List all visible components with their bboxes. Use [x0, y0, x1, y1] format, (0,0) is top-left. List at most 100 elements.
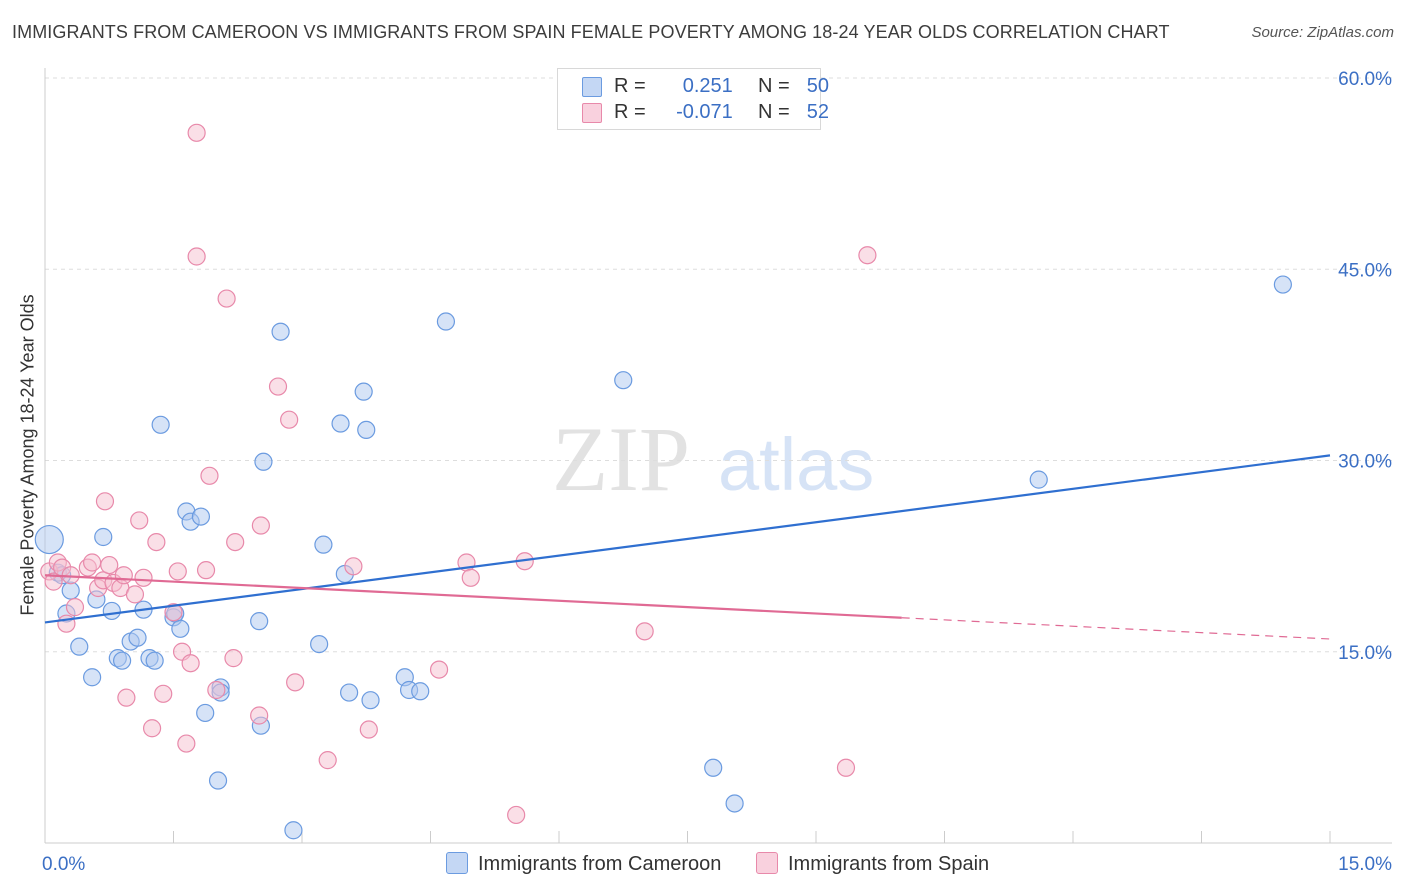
- data-point-spain: [57, 614, 76, 633]
- legend-text-spain: R = -0.071 N = 52: [614, 101, 829, 124]
- data-point-cameroon: [411, 682, 430, 701]
- data-point-cameroon: [171, 619, 190, 638]
- series-legend: Immigrants from Cameroon Immigrants from…: [0, 850, 1406, 880]
- data-point-spain: [65, 598, 85, 617]
- data-point-spain: [164, 603, 183, 622]
- data-point-spain: [635, 622, 654, 641]
- data-point-spain: [286, 673, 305, 692]
- y-axis-label: Female Poverty Among 18-24 Year Olds: [17, 294, 38, 616]
- data-point-cameroon: [314, 535, 333, 554]
- data-point-cameroon: [271, 322, 290, 341]
- trend-line-spain: [44, 574, 902, 619]
- correlation-legend: R = 0.251 N = 50 R = -0.071 N = 52: [557, 68, 829, 130]
- data-point-spain: [217, 289, 236, 308]
- y-tick-label: 45.0%: [1338, 260, 1392, 281]
- data-point-spain: [318, 751, 337, 770]
- data-point-spain: [359, 720, 378, 739]
- data-point-cameroon: [310, 634, 329, 654]
- legend-swatch-spain: [756, 852, 778, 874]
- legend-n-value: 50: [806, 75, 829, 97]
- data-point-cameroon: [614, 371, 633, 390]
- watermark-zip: ZIP: [552, 408, 690, 510]
- legend-swatch-pink: [582, 103, 602, 123]
- data-point-cameroon: [361, 691, 380, 710]
- data-points: [34, 123, 1292, 840]
- trend-line-spain-extension: [901, 617, 1331, 640]
- data-point-spain: [83, 553, 102, 572]
- x-tick-label-max: 15.0%: [1338, 854, 1392, 875]
- data-point-cameroon: [436, 312, 456, 331]
- legend-n-value: 52: [806, 101, 829, 123]
- legend-r-label: R =: [614, 101, 646, 123]
- data-point-spain: [836, 758, 856, 777]
- data-point-cameroon: [704, 758, 723, 777]
- data-point-spain: [147, 532, 166, 552]
- data-point-cameroon: [725, 794, 744, 813]
- data-point-cameroon: [34, 524, 64, 555]
- trend-lines: [44, 454, 1331, 640]
- legend-r-value: 0.251: [682, 75, 733, 97]
- data-point-cameroon: [128, 628, 147, 647]
- data-point-cameroon: [145, 651, 164, 670]
- legend-swatch-blue: [582, 77, 602, 97]
- x-tick-label-min: 0.0%: [42, 854, 85, 875]
- legend-r-label: R =: [614, 75, 646, 97]
- data-point-spain: [224, 649, 243, 668]
- data-point-spain: [181, 654, 200, 673]
- legend-n-label: N =: [757, 75, 790, 97]
- legend-item-spain: Immigrants from Spain: [756, 852, 989, 876]
- data-point-spain: [507, 805, 526, 825]
- legend-label-cameroon: Immigrants from Cameroon: [478, 853, 722, 875]
- data-point-spain: [461, 568, 480, 587]
- data-point-cameroon: [83, 668, 102, 687]
- data-point-cameroon: [196, 703, 215, 723]
- y-tick-label: 15.0%: [1338, 643, 1392, 664]
- data-point-spain: [125, 585, 145, 604]
- chart-title: IMMIGRANTS FROM CAMEROON VS IMMIGRANTS F…: [12, 22, 1170, 42]
- data-point-spain: [280, 410, 299, 429]
- watermark-atlas: atlas: [718, 423, 874, 506]
- data-point-cameroon: [151, 415, 170, 434]
- data-point-spain: [100, 555, 119, 575]
- data-point-spain: [95, 492, 115, 511]
- data-point-cameroon: [357, 420, 376, 439]
- data-point-spain: [134, 568, 153, 587]
- data-point-spain: [130, 511, 149, 530]
- data-point-spain: [226, 532, 245, 552]
- data-point-cameroon: [61, 581, 80, 600]
- data-point-cameroon: [354, 382, 373, 401]
- legend-swatch-cameroon: [446, 852, 468, 874]
- data-point-spain: [207, 680, 226, 700]
- data-point-spain: [44, 572, 63, 591]
- legend-n-label: N =: [757, 101, 790, 123]
- data-point-spain: [200, 466, 219, 485]
- data-point-cameroon: [254, 452, 273, 471]
- data-point-spain: [250, 706, 269, 725]
- data-point-cameroon: [250, 612, 269, 631]
- data-point-spain: [117, 688, 136, 707]
- data-point-cameroon: [340, 683, 359, 702]
- data-point-spain: [187, 123, 206, 142]
- trend-line-cameroon: [44, 454, 1331, 624]
- data-point-spain: [429, 660, 449, 679]
- data-point-spain: [168, 562, 187, 581]
- data-point-spain: [344, 557, 363, 576]
- data-point-spain: [187, 247, 206, 266]
- data-point-spain: [142, 719, 162, 738]
- data-point-cameroon: [284, 821, 303, 840]
- data-point-cameroon: [1029, 470, 1048, 489]
- data-point-cameroon: [1273, 275, 1292, 294]
- watermark: ZIP atlas: [552, 408, 874, 510]
- data-point-spain: [114, 566, 133, 585]
- data-point-cameroon: [331, 414, 350, 433]
- data-point-cameroon: [102, 601, 121, 621]
- y-tick-label: 30.0%: [1338, 452, 1392, 473]
- tick-labels: 15.0% 30.0% 45.0% 60.0% 0.0% 15.0%: [42, 69, 1392, 875]
- data-point-spain: [251, 516, 270, 535]
- data-point-cameroon: [191, 507, 211, 526]
- legend-item-cameroon: Immigrants from Cameroon: [446, 852, 721, 876]
- grid: [45, 77, 1392, 653]
- data-point-spain: [154, 684, 173, 703]
- source-note: Source: ZipAtlas.com: [1251, 24, 1394, 41]
